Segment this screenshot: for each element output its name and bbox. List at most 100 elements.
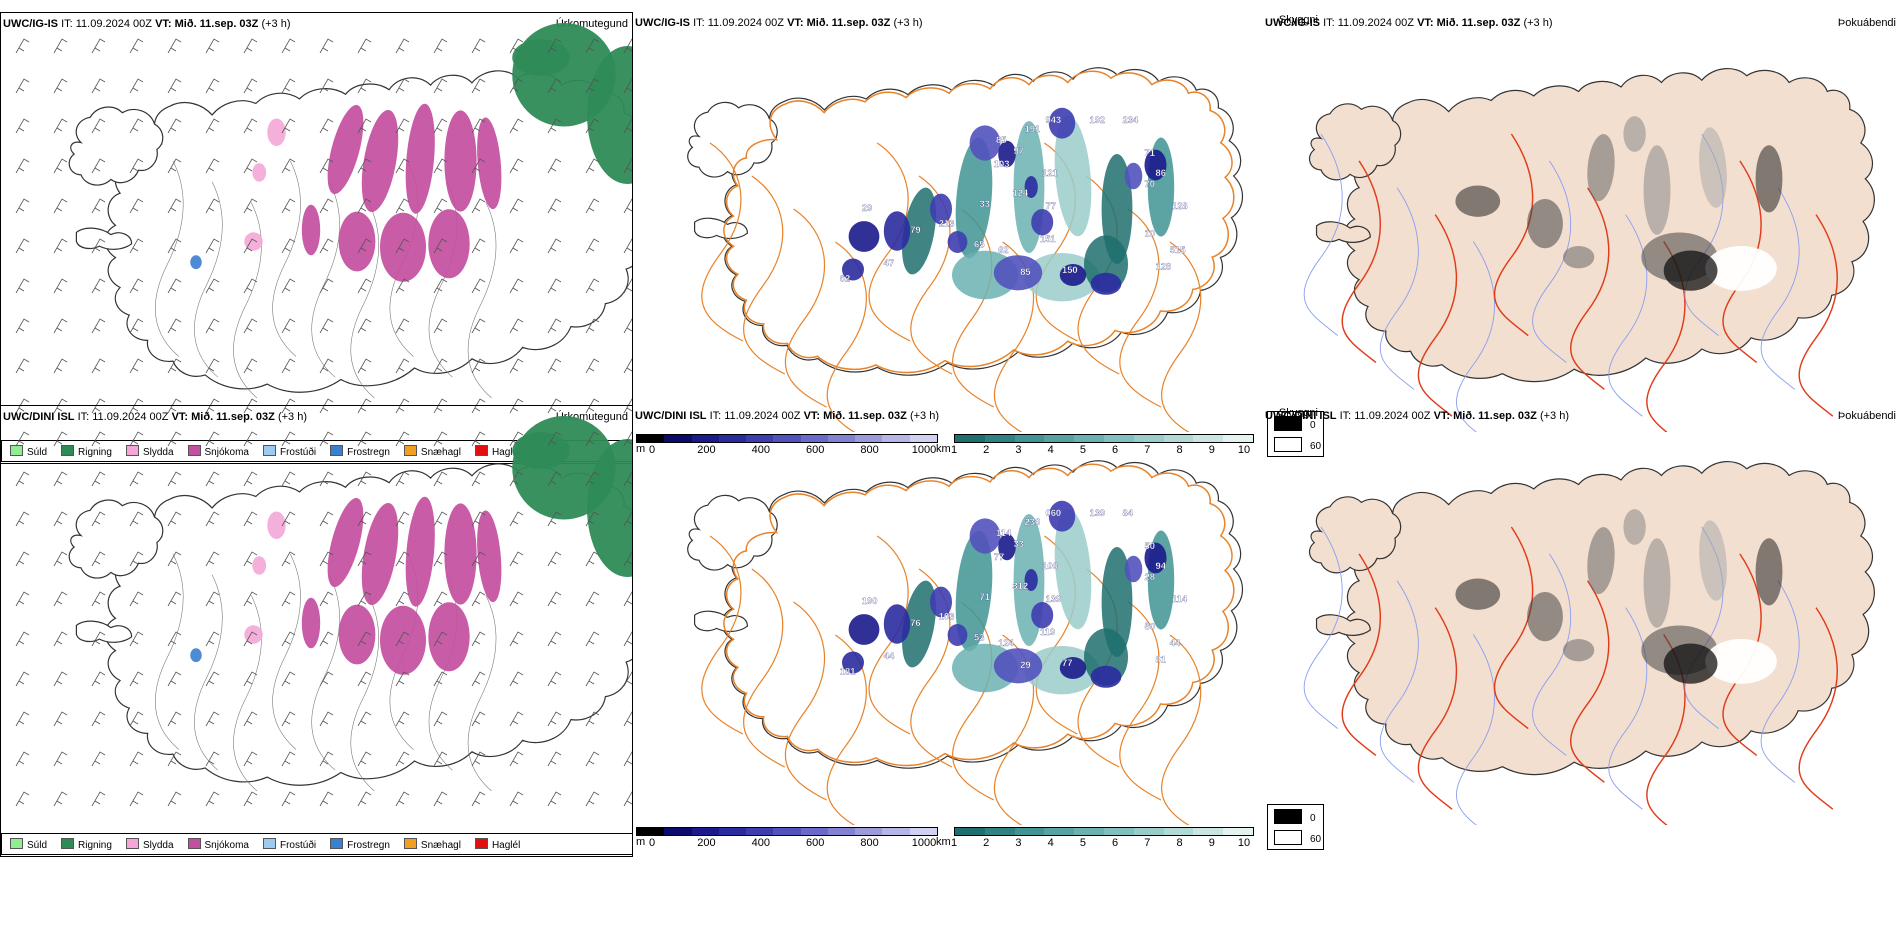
cloud-panel-title: Skyggni [1278, 14, 1318, 26]
snow-area [477, 510, 502, 603]
cloudbase-value-label: 128 [1172, 201, 1188, 211]
fog-indicator-area [1643, 145, 1671, 235]
legend-label: Slydda [142, 840, 174, 851]
cloudbase-value-label: 53 [974, 633, 984, 643]
colorbar-cell [746, 828, 774, 835]
vt-value: Mið. 11.sep. 03Z [191, 411, 275, 423]
legend-label: Slydda [142, 447, 174, 458]
cloudbase-value-label: 103 [994, 159, 1010, 169]
panel-header: UWC/DINI ISL IT: 11.09.2024 00Z VT: Mið.… [3, 411, 307, 423]
lead-time: (+3 h) [261, 18, 291, 30]
fog-legend-row: 0 [1274, 416, 1316, 431]
fog-indicator-area [1623, 509, 1646, 545]
panel-header: UWC/IG-IS IT: 11.09.2024 00Z VT: Mið. 11… [1265, 17, 1553, 29]
colorbar-cell [1074, 435, 1104, 442]
wind-barbs [15, 431, 632, 807]
snow-area [405, 103, 435, 214]
colorbar-cell [1044, 828, 1075, 835]
cloudbase-value-label: 121 [1042, 168, 1058, 178]
low-visibility-area [955, 137, 993, 259]
lead-time: (+3 h) [1523, 17, 1553, 29]
low-cloudbase-area [1048, 500, 1076, 532]
fog-legend-label: 0 [1310, 420, 1316, 431]
colorbar-tick: 1000 [911, 444, 937, 456]
panel-header: UWC/IG-IS IT: 11.09.2024 00Z VT: Mið. 11… [3, 18, 291, 30]
colorbar-tick: 4 [1047, 837, 1054, 849]
low-cloudbase-area [1048, 107, 1076, 139]
legend-swatch [403, 445, 417, 456]
colorbar-tick: 2 [983, 444, 990, 456]
fog-legend-swatch [1274, 416, 1302, 431]
legend-swatch [330, 445, 344, 456]
legend-swatch [125, 445, 139, 456]
cloudbase-value-label: 100 [1042, 561, 1058, 571]
cloudbase-value-label: 29 [862, 203, 872, 213]
fog-indicator-area [1663, 250, 1718, 291]
colorbar-cell [746, 435, 774, 442]
colorbar-cell [1103, 435, 1134, 442]
cloudbase-value-label: 86 [1156, 168, 1166, 178]
legend-label: Rigning [78, 447, 112, 458]
cloudbase-value-label: 114 [996, 528, 1012, 538]
snow-area [361, 109, 399, 213]
legend-swatch [262, 445, 276, 456]
cloudbase-value-label: 71 [980, 592, 990, 602]
colorbar-cell [827, 435, 856, 442]
colorbar-cell [1044, 435, 1075, 442]
vt-label: VT: [171, 411, 189, 423]
low-cloudbase-area [947, 231, 968, 253]
cloudbase-value-label: 71 [1145, 148, 1155, 158]
colorbar-cell [637, 435, 665, 442]
colorbar-cell [955, 828, 985, 835]
cloudbase-colorbar: 0 200 400 600 800 1000 m [636, 434, 938, 457]
it-value: 11.09.2024 00Z [92, 411, 169, 423]
iceland-outline [1303, 68, 1875, 432]
snow-area [444, 503, 477, 605]
lead-time: (+3 h) [909, 410, 939, 422]
precip-type-panel: UWC/DINI ISL IT: 11.09.2024 00Z VT: Mið.… [0, 405, 633, 857]
cloudbase-value-label: 10 [1145, 229, 1155, 239]
fog-indicator-area [1699, 127, 1727, 208]
low-cloudbase-area [1031, 602, 1054, 629]
colorbar-tick: 0 [648, 837, 656, 849]
it-label: IT: [77, 411, 90, 423]
cloudbase-value-label: 85 [996, 135, 1006, 145]
legend-item-3: Snjókoma [180, 838, 255, 851]
colorbar-tick: 200 [697, 837, 716, 849]
rain-area [512, 39, 570, 76]
fog-legend-label: 0 [1310, 813, 1316, 824]
freezing-rain-area [190, 648, 202, 663]
sleet-area [267, 511, 286, 540]
colorbar-cell [909, 435, 937, 442]
colorbar-tick: 9 [1208, 444, 1215, 456]
colorbar-cell [691, 435, 719, 442]
panel-header: UWC/DINI ISL IT: 11.09.2024 00Z VT: Mið.… [1265, 410, 1569, 422]
legend-label: Snjókoma [204, 840, 249, 851]
legend-item-5: Frostregn [322, 445, 396, 458]
colorbar-cell [882, 828, 910, 835]
iceland-outline [1303, 461, 1875, 825]
cloudbase-visibility-panel: UWC/IG-IS IT: 11.09.2024 00Z VT: Mið. 11… [634, 12, 1324, 464]
colorbar-tick: 5 [1079, 837, 1086, 849]
fog-indicator-panel: UWC/DINI ISL IT: 11.09.2024 00Z VT: Mið.… [1264, 405, 1900, 857]
vt-label: VT: [787, 17, 804, 29]
low-cloudbase-area [993, 648, 1043, 684]
model-name: UWC/IG-IS [635, 17, 690, 29]
rain-area [587, 46, 632, 184]
colorbar-tick: 800 [860, 837, 879, 849]
colorbar-cell [800, 435, 828, 442]
fog-legend-row: 60 [1274, 437, 1321, 452]
snow-area [405, 496, 435, 607]
legend-item-7: Haglél [467, 838, 526, 851]
low-cloudbase-area [930, 193, 952, 225]
cloudbase-value-label: 191 [1025, 124, 1041, 134]
fog-legend: 0 60 [1267, 804, 1324, 850]
low-cloudbase-area [883, 211, 911, 251]
vt-label: VT: [155, 18, 172, 30]
colorbar-tick: 7 [1144, 837, 1151, 849]
fog-indicator-area [1455, 578, 1501, 610]
fog-indicator-area [1755, 538, 1783, 606]
fog-indicator-map [1303, 68, 1875, 432]
legend-item-1: Rigning [53, 838, 118, 851]
cloudbase-value-label: 139 [1090, 508, 1106, 518]
